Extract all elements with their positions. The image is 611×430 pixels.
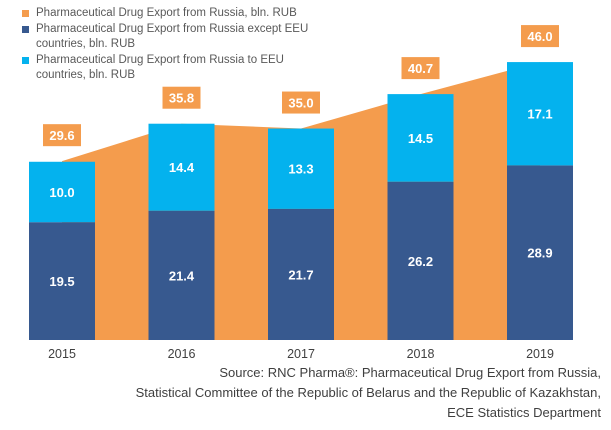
total-label-box-2016 bbox=[162, 86, 201, 109]
x-tick-label-2016: 2016 bbox=[168, 347, 196, 361]
source-line-2: Statistical Committee of the Republic of… bbox=[135, 385, 601, 400]
legend-item-except-eeu: Pharmaceutical Drug Export from Russia e… bbox=[22, 22, 336, 52]
total-label-box-2017 bbox=[282, 91, 320, 114]
legend-swatch-except-eeu bbox=[22, 26, 29, 33]
data-label-except-eeu-2019: 28.9 bbox=[527, 246, 552, 261]
bar-to-eeu-2017 bbox=[268, 128, 334, 209]
data-label-to-eeu-2017: 13.3 bbox=[288, 162, 313, 177]
bar-to-eeu-2015 bbox=[29, 161, 95, 223]
legend-swatch-to-eeu bbox=[22, 57, 29, 64]
bar-except-eeu-2015 bbox=[29, 222, 95, 340]
legend-label-except-eeu: Pharmaceutical Drug Export from Russia e… bbox=[36, 23, 309, 50]
total-label-2018: 40.7 bbox=[408, 61, 433, 76]
bar-to-eeu-2019 bbox=[507, 62, 573, 166]
x-tick-label-2019: 2019 bbox=[526, 347, 554, 361]
total-label-box-2015 bbox=[43, 124, 81, 147]
bar-except-eeu-2016 bbox=[148, 210, 215, 340]
x-tick-label-2018: 2018 bbox=[407, 347, 435, 361]
bar-to-eeu-2018 bbox=[387, 94, 454, 182]
chart-source-note: Source: RNC Pharma®: Pharmaceutical Drug… bbox=[136, 363, 601, 423]
legend-item-total: Pharmaceutical Drug Export from Russia, … bbox=[22, 6, 336, 21]
data-label-to-eeu-2018: 14.5 bbox=[408, 131, 433, 146]
source-line-3: ECE Statistics Department bbox=[447, 405, 601, 420]
x-tick-label-2015: 2015 bbox=[48, 347, 76, 361]
legend-label-to-eeu: Pharmaceutical Drug Export from Russia t… bbox=[36, 54, 284, 81]
legend-item-to-eeu: Pharmaceutical Drug Export from Russia t… bbox=[22, 53, 336, 83]
total-label-2019: 46.0 bbox=[527, 29, 552, 44]
bar-except-eeu-2018 bbox=[387, 181, 454, 340]
x-tick-label-2017: 2017 bbox=[287, 347, 315, 361]
data-label-except-eeu-2017: 21.7 bbox=[288, 267, 313, 282]
total-label-2017: 35.0 bbox=[288, 96, 313, 111]
data-label-except-eeu-2015: 19.5 bbox=[49, 274, 74, 289]
total-label-2016: 35.8 bbox=[169, 91, 194, 106]
data-label-to-eeu-2016: 14.4 bbox=[169, 160, 195, 175]
bar-except-eeu-2019 bbox=[507, 165, 573, 340]
data-label-to-eeu-2019: 17.1 bbox=[527, 107, 552, 122]
data-label-except-eeu-2016: 21.4 bbox=[169, 268, 195, 283]
source-line-1: Source: RNC Pharma®: Pharmaceutical Drug… bbox=[219, 365, 601, 380]
chart-legend: Pharmaceutical Drug Export from Russia, … bbox=[22, 6, 336, 84]
data-label-except-eeu-2018: 26.2 bbox=[408, 254, 433, 269]
legend-label-total: Pharmaceutical Drug Export from Russia, … bbox=[36, 7, 297, 19]
total-label-box-2019 bbox=[521, 25, 559, 48]
bar-to-eeu-2016 bbox=[148, 123, 215, 211]
legend-swatch-total bbox=[22, 10, 29, 17]
bar-except-eeu-2017 bbox=[268, 208, 334, 340]
total-label-box-2018 bbox=[401, 57, 440, 80]
data-label-to-eeu-2015: 10.0 bbox=[49, 185, 74, 200]
total-label-2015: 29.6 bbox=[49, 128, 74, 143]
